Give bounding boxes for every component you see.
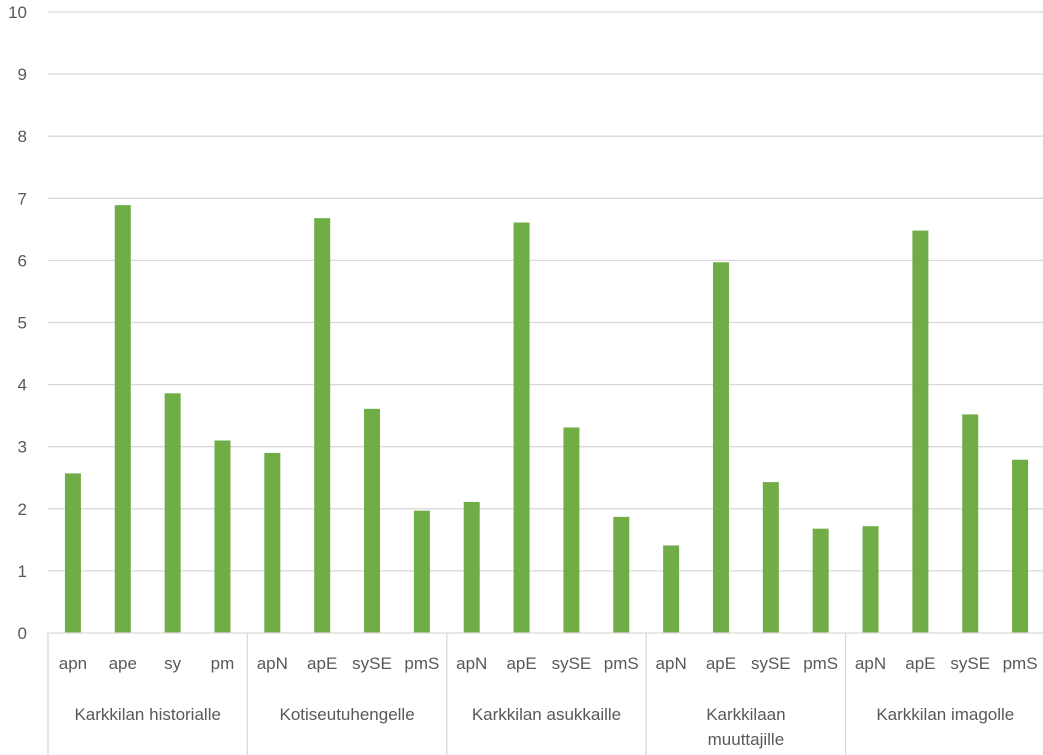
- category-label: pmS: [604, 654, 639, 673]
- x-axis: apn ape sy pm Karkkilan historialle apN apE syS…: [47, 632, 1043, 755]
- y-tick-label: 7: [18, 189, 27, 208]
- y-tick-label: 2: [18, 500, 27, 519]
- bars: [64, 205, 1029, 634]
- category-label: apE: [706, 654, 736, 673]
- category-label: apE: [506, 654, 536, 673]
- group-label: Karkkilan imagolle: [876, 705, 1014, 724]
- category-label: sySE: [552, 654, 592, 673]
- category-label: ape: [109, 654, 137, 673]
- y-tick-label: 5: [18, 314, 27, 333]
- category-label: apN: [456, 654, 487, 673]
- bar-apn: [64, 473, 81, 633]
- y-axis-ticks: 0 1 2 3 4 5 6 7 8 9 10: [8, 3, 27, 643]
- group-label: muuttajille: [708, 730, 785, 749]
- y-tick-label: 3: [18, 438, 27, 457]
- category-label: sySE: [950, 654, 990, 673]
- bar-apN: [463, 501, 480, 633]
- gridlines: [48, 11, 1043, 572]
- bar-apN: [862, 526, 879, 633]
- bar-sy: [164, 393, 181, 633]
- y-tick-label: 6: [18, 251, 27, 270]
- category-label: pmS: [803, 654, 838, 673]
- category-label: apn: [59, 654, 87, 673]
- y-tick-label: 10: [8, 3, 27, 22]
- category-label: pmS: [404, 654, 439, 673]
- bar-pmS: [413, 510, 430, 633]
- category-label: sySE: [352, 654, 392, 673]
- bar-apN: [264, 452, 281, 633]
- category-label: pmS: [1003, 654, 1038, 673]
- category-label: apN: [855, 654, 886, 673]
- category-label: apN: [656, 654, 687, 673]
- y-tick-label: 8: [18, 127, 27, 146]
- bar-sySE: [364, 408, 381, 633]
- bar-sySE: [962, 414, 979, 633]
- bar-apE: [912, 230, 929, 634]
- category-label: apN: [257, 654, 288, 673]
- bar-apE: [712, 262, 729, 633]
- y-tick-label: 0: [18, 624, 27, 643]
- bar-pmS: [613, 516, 630, 633]
- y-tick-label: 1: [18, 562, 27, 581]
- group-label: Kotiseutuhengelle: [280, 705, 415, 724]
- group-label: Karkkilan asukkaille: [472, 705, 621, 724]
- bar-apE: [513, 222, 530, 634]
- category-label: pm: [211, 654, 235, 673]
- group-label: Karkkilaan: [706, 705, 785, 724]
- category-label: sy: [164, 654, 182, 673]
- y-tick-label: 4: [18, 376, 27, 395]
- bar-apE: [314, 218, 331, 633]
- bar-apN: [663, 545, 680, 633]
- y-tick-label: 9: [18, 65, 27, 84]
- bar-ape: [114, 205, 131, 634]
- bar-pmS: [812, 528, 829, 633]
- category-label: sySE: [751, 654, 791, 673]
- category-label: apE: [307, 654, 337, 673]
- bar-sySE: [563, 427, 580, 633]
- bar-pmS: [1012, 459, 1029, 633]
- bar-sySE: [762, 482, 779, 633]
- group-label: Karkkilan historialle: [74, 705, 220, 724]
- category-label: apE: [905, 654, 935, 673]
- bar-pm: [214, 440, 231, 633]
